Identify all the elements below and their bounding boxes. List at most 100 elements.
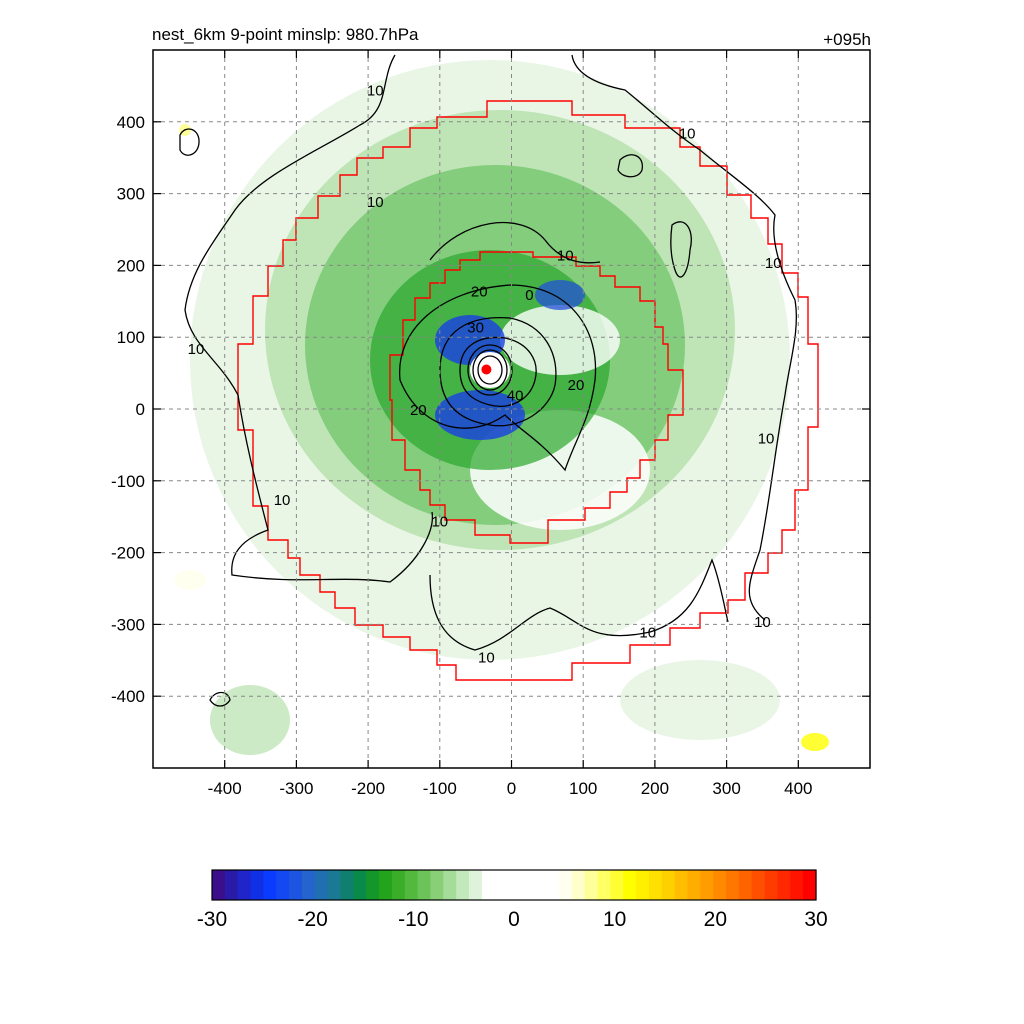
y-tick-label: 400 [117,113,145,132]
y-tick-label: -400 [111,687,145,706]
contour-core-2 [472,349,508,391]
colorbar-swatch [584,870,599,900]
colorbar-swatch [520,870,534,900]
contour-30 [439,316,557,427]
contour-label: 10 [765,255,782,272]
x-tick-label: 300 [712,779,740,798]
colorbar-swatch [430,870,444,900]
red-ring-inner [389,251,684,544]
contour-label: 10 [431,513,448,530]
field-patch-s [620,660,780,740]
field-blue-ne [535,280,585,310]
contour-label: 10 [639,625,656,642]
y-tick-label: -100 [111,472,145,491]
colorbar-swatch [790,870,804,900]
x-tick-label: 400 [784,779,812,798]
colorbar-swatch [276,870,290,900]
contour-closed-east [670,221,692,278]
colorbar-swatch [417,870,432,900]
colorbar-swatch [533,870,547,900]
contour-closed-ne [617,154,643,178]
contour-10-inner [429,221,601,264]
contour-label: 10 [679,126,696,143]
colorbar-swatch [481,870,496,900]
contour-10-outer-south [429,558,729,651]
colorbar-swatch [546,870,560,900]
colorbar-swatch [469,870,483,900]
x-tick-label: 200 [641,779,669,798]
colorbar-swatch [366,870,380,900]
colorbar-swatch [212,870,226,900]
colorbar-swatch [661,870,676,900]
contour-label: 20 [410,402,427,419]
colorbar-swatch [636,870,650,900]
colorbar-swatch [674,870,689,900]
shaded-field [174,60,829,755]
colorbar-swatch [443,870,457,900]
colorbar-tick-label: 20 [704,908,727,931]
chart-title: nest_6km 9-point minslp: 980.7hPa [152,25,419,44]
x-tick-label: 0 [507,779,516,798]
contour-label: 30 [467,319,484,336]
red-ring-outer [237,100,819,681]
colorbar-swatch [648,870,663,900]
colorbar-swatch [764,870,779,900]
y-tick-label: 100 [117,328,145,347]
x-tick-label: -400 [208,779,242,798]
colorbar-swatch [726,870,740,900]
colorbar-swatch [314,870,329,900]
x-tick-label: -300 [279,779,313,798]
colorbar-swatch [301,870,316,900]
field-yellow-se [801,733,829,751]
contour-label: 20 [471,284,488,301]
colorbar-swatch [597,870,611,900]
contour-40 [459,336,537,407]
x-tick-label: 100 [569,779,597,798]
contour-label: 10 [274,492,291,509]
y-tick-label: -200 [111,544,145,563]
colorbar: -30 -20 -10 0 10 20 30 [197,869,828,931]
contour-label: 10 [557,248,574,265]
contour-closed-nw [179,128,200,156]
colorbar-swatch [327,870,342,900]
colorbar-swatch [391,870,406,900]
colorbar-swatch [340,870,354,900]
contour-label: 40 [507,388,524,405]
colorbar-swatch [751,870,766,900]
red-rings [237,100,819,681]
colorbar-tick-label: 30 [804,908,827,931]
contour-label-layer: 10 10 10 10 10 10 10 10 10 10 10 10 20 20 20 30 40 0 [188,82,782,666]
contour-label: 10 [478,650,495,667]
colorbar-swatch [353,870,367,900]
y-tick-label: 200 [117,256,145,275]
colorbar-frame [211,869,817,901]
contour-core-3 [477,355,503,385]
y-axis: -400 -300 -200 -100 0 100 200 300 400 [111,113,870,706]
colorbar-swatch [738,870,753,900]
contour-label: 10 [754,614,771,631]
colorbar-swatch [456,870,470,900]
contour-20 [399,284,597,472]
x-tick-label: -200 [351,779,385,798]
contour-label: 10 [367,82,384,99]
colorbar-swatch [250,870,265,900]
x-axis: -400 -300 -200 -100 0 100 200 300 400 [208,50,812,798]
contour-lines [179,54,798,707]
colorbar-swatch [623,870,637,900]
colorbar-tick-label: -30 [197,908,227,931]
plot-area: 10 10 10 10 10 10 10 10 10 10 10 10 20 20 20 30 40 0 [153,50,870,768]
colorbar-tick-label: -20 [297,908,327,931]
contour-10-outer-west [184,54,434,583]
colorbar-swatch [263,870,277,900]
contour-label: 10 [367,194,384,211]
y-tick-label: 0 [136,400,145,419]
colorbar-swatch [571,870,586,900]
field-yellow-west [174,570,206,590]
y-tick-label: -300 [111,615,145,634]
colorbar-swatch [610,870,624,900]
y-tick-label: 300 [117,185,145,204]
contour-label: 20 [568,377,585,394]
colorbar-tick-label: 0 [508,908,520,931]
colorbar-swatch [713,870,727,900]
